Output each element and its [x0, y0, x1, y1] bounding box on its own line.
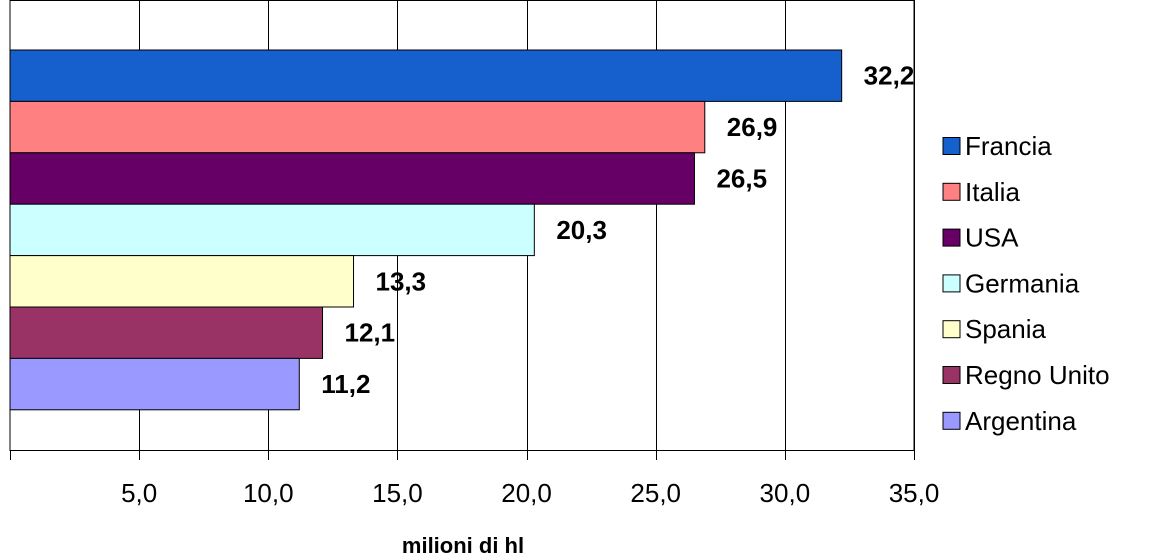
bar-francia	[9, 49, 843, 102]
legend-swatch	[942, 228, 961, 247]
legend-label: Italia	[965, 177, 1020, 207]
bar-germania	[9, 203, 535, 257]
bar-argentina	[9, 357, 300, 411]
legend-swatch	[942, 182, 961, 201]
data-label: 26,9	[727, 112, 778, 142]
axes	[10, 450, 915, 460]
data-label: 12,1	[345, 318, 396, 348]
x-tick-label: 5,0	[121, 478, 157, 508]
data-label: 11,2	[321, 369, 370, 399]
x-tick-label: 10,0	[243, 478, 294, 508]
x-axis-title: milioni di hl	[402, 533, 524, 558]
legend-swatch	[942, 320, 961, 339]
bar-spania	[9, 255, 355, 308]
legend-label: Francia	[965, 131, 1052, 161]
bar-italia	[9, 100, 706, 154]
data-label: 26,5	[716, 164, 767, 194]
x-tick-label: 25,0	[630, 478, 681, 508]
x-tick-label: 15,0	[372, 478, 423, 508]
data-label: 13,3	[376, 266, 427, 296]
legend-label: Spania	[965, 314, 1046, 344]
legend-swatch	[942, 366, 961, 384]
x-tick-label: 20,0	[501, 478, 552, 508]
data-label: 32,2	[864, 61, 915, 91]
data-labels: 32,2 26,9 26,5 20,3 13,3 12,1 11,2	[321, 61, 914, 399]
x-tick-label: 30,0	[760, 478, 811, 508]
legend-label: Argentina	[965, 406, 1077, 436]
x-tick-labels: 5,0 10,0 15,0 20,0 25,0 30,0 35,0	[121, 478, 939, 508]
data-label: 20,3	[556, 215, 607, 245]
bar-usa	[9, 152, 695, 205]
legend-label: USA	[965, 223, 1019, 253]
legend: Francia Italia USA Germania Spania Regno Unit…	[942, 131, 1110, 436]
bar-regno-unito	[9, 306, 324, 359]
legend-label: Regno Unito	[965, 360, 1110, 390]
bars	[9, 49, 843, 411]
legend-swatch	[942, 274, 961, 293]
legend-label: Germania	[965, 268, 1080, 298]
x-tick-label: 35,0	[889, 478, 940, 508]
legend-swatch	[942, 411, 961, 430]
legend-swatch	[942, 137, 961, 155]
